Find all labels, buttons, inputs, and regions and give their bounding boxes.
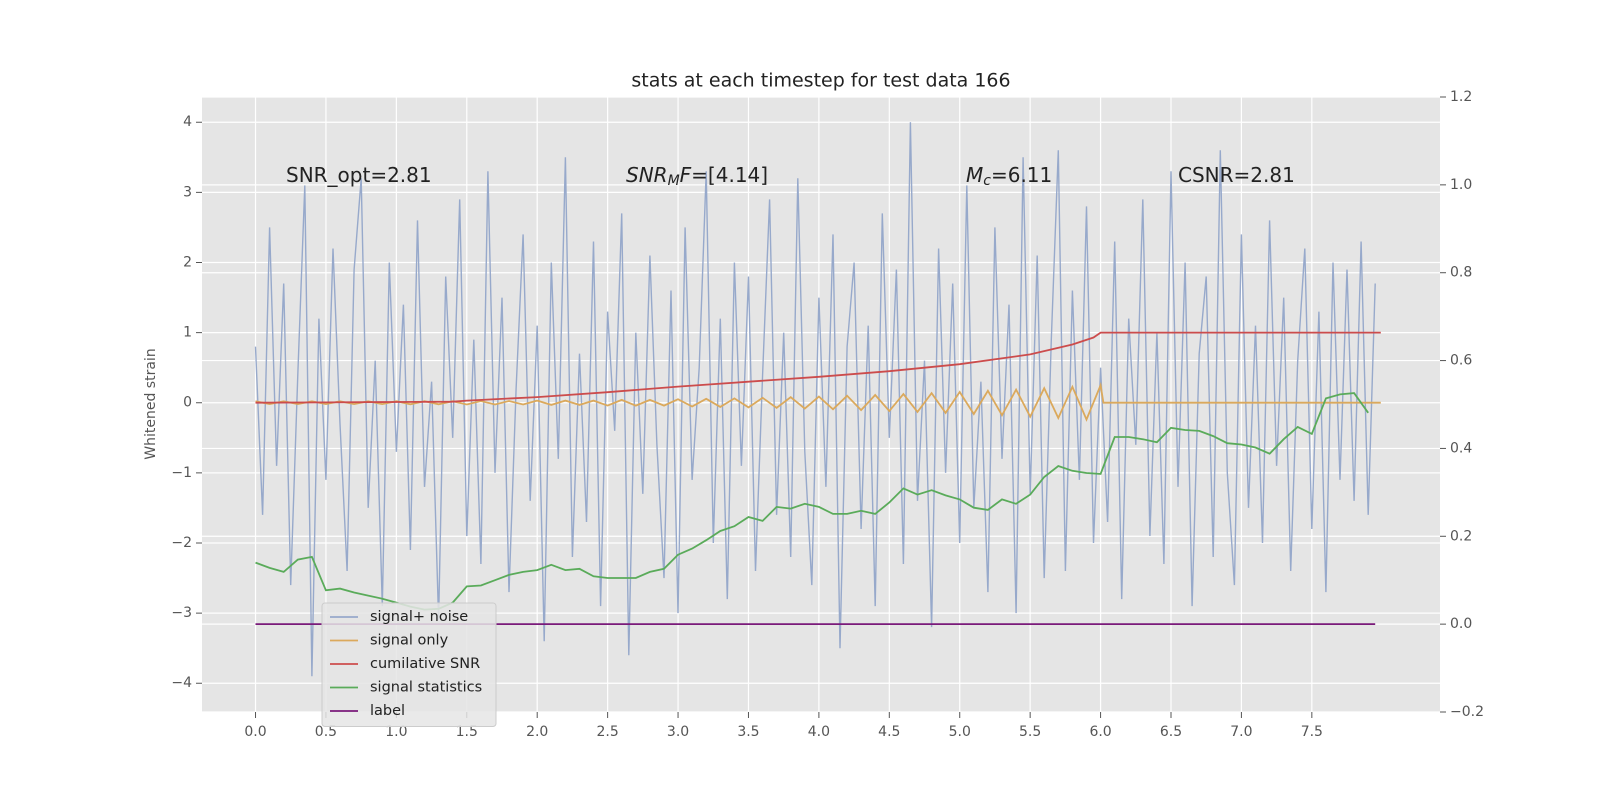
legend-label: signal statistics [370, 680, 482, 696]
annotation: CSNR=2.81 [1178, 163, 1295, 187]
x-tick-label: 0.0 [244, 724, 266, 740]
y2-tick-label: −0.2 [1450, 704, 1484, 720]
annotation-part: c [983, 173, 991, 189]
y-tick-label: −3 [171, 605, 192, 621]
y-tick-label: −4 [171, 675, 192, 691]
annotation-part: =[4.14] [691, 163, 768, 187]
x-tick-label: 2.0 [526, 724, 548, 740]
annotation-part: F [680, 163, 692, 187]
annotation-part: =6.11 [991, 163, 1052, 187]
y2-tick-label: 1.0 [1450, 177, 1472, 193]
annotation: SNR_opt=2.81 [286, 163, 432, 187]
series-line [255, 331, 1381, 404]
y-tick-label: 4 [183, 114, 192, 130]
annotation-part: M [668, 173, 680, 189]
x-tick-label: 7.0 [1230, 724, 1252, 740]
y-axis-label: Whitened strain [143, 348, 159, 459]
y-tick-label: 3 [183, 184, 192, 200]
chart-title: stats at each timestep for test data 166 [631, 70, 1010, 92]
y2-tick-label: 0.4 [1450, 440, 1472, 456]
x-tick-label: 6.5 [1160, 724, 1182, 740]
x-tick-label: 3.5 [737, 724, 759, 740]
annotation: Mc=6.11 [966, 163, 1052, 190]
annotation-part: M [966, 163, 983, 187]
legend-label: signal+ noise [370, 609, 468, 625]
y2-tick-label: 0.2 [1450, 528, 1472, 544]
legend-label: cumilative SNR [370, 656, 480, 672]
x-tick-label: 1.0 [385, 724, 407, 740]
x-tick-label: 3.0 [667, 724, 689, 740]
x-tick-label: 5.0 [949, 724, 971, 740]
y2-tick-label: 0.6 [1450, 353, 1472, 369]
legend-label: signal only [370, 633, 449, 649]
annotation-part: CSNR=2.81 [1178, 163, 1295, 187]
y2-tick-label: 0.0 [1450, 616, 1472, 632]
legend-box [321, 602, 497, 727]
annotation-part: SNR_opt=2.81 [286, 163, 432, 187]
legend-label: label [370, 703, 405, 719]
y2-tick-label: 1.2 [1450, 89, 1472, 105]
x-tick-label: 4.0 [808, 724, 830, 740]
series-line [254, 122, 1376, 677]
y-tick-label: −2 [171, 535, 192, 551]
x-tick-label: 4.5 [878, 724, 900, 740]
annotation: SNRMF=[4.14] [626, 163, 768, 190]
x-tick-label: 7.5 [1301, 724, 1323, 740]
x-tick-label: 1.5 [456, 724, 478, 740]
y-tick-label: 2 [183, 254, 192, 270]
x-tick-label: 6.0 [1089, 724, 1111, 740]
x-tick-label: 5.5 [1019, 724, 1041, 740]
annotation-part: SNR [626, 163, 668, 187]
x-tick-label: 0.5 [315, 724, 337, 740]
foreground: −4 −3 −2 −1 0 1 2 3 4 −0.2 0.0 0.2 0.4 0.6 0.8 1.0 1.2 0.… [171, 89, 1484, 740]
x-tick-label: 2.5 [596, 724, 618, 740]
y-tick-label: 1 [183, 325, 192, 341]
y-tick-label: 0 [183, 395, 192, 411]
y2-tick-label: 0.8 [1450, 265, 1472, 281]
y-tick-label: −1 [171, 465, 192, 481]
